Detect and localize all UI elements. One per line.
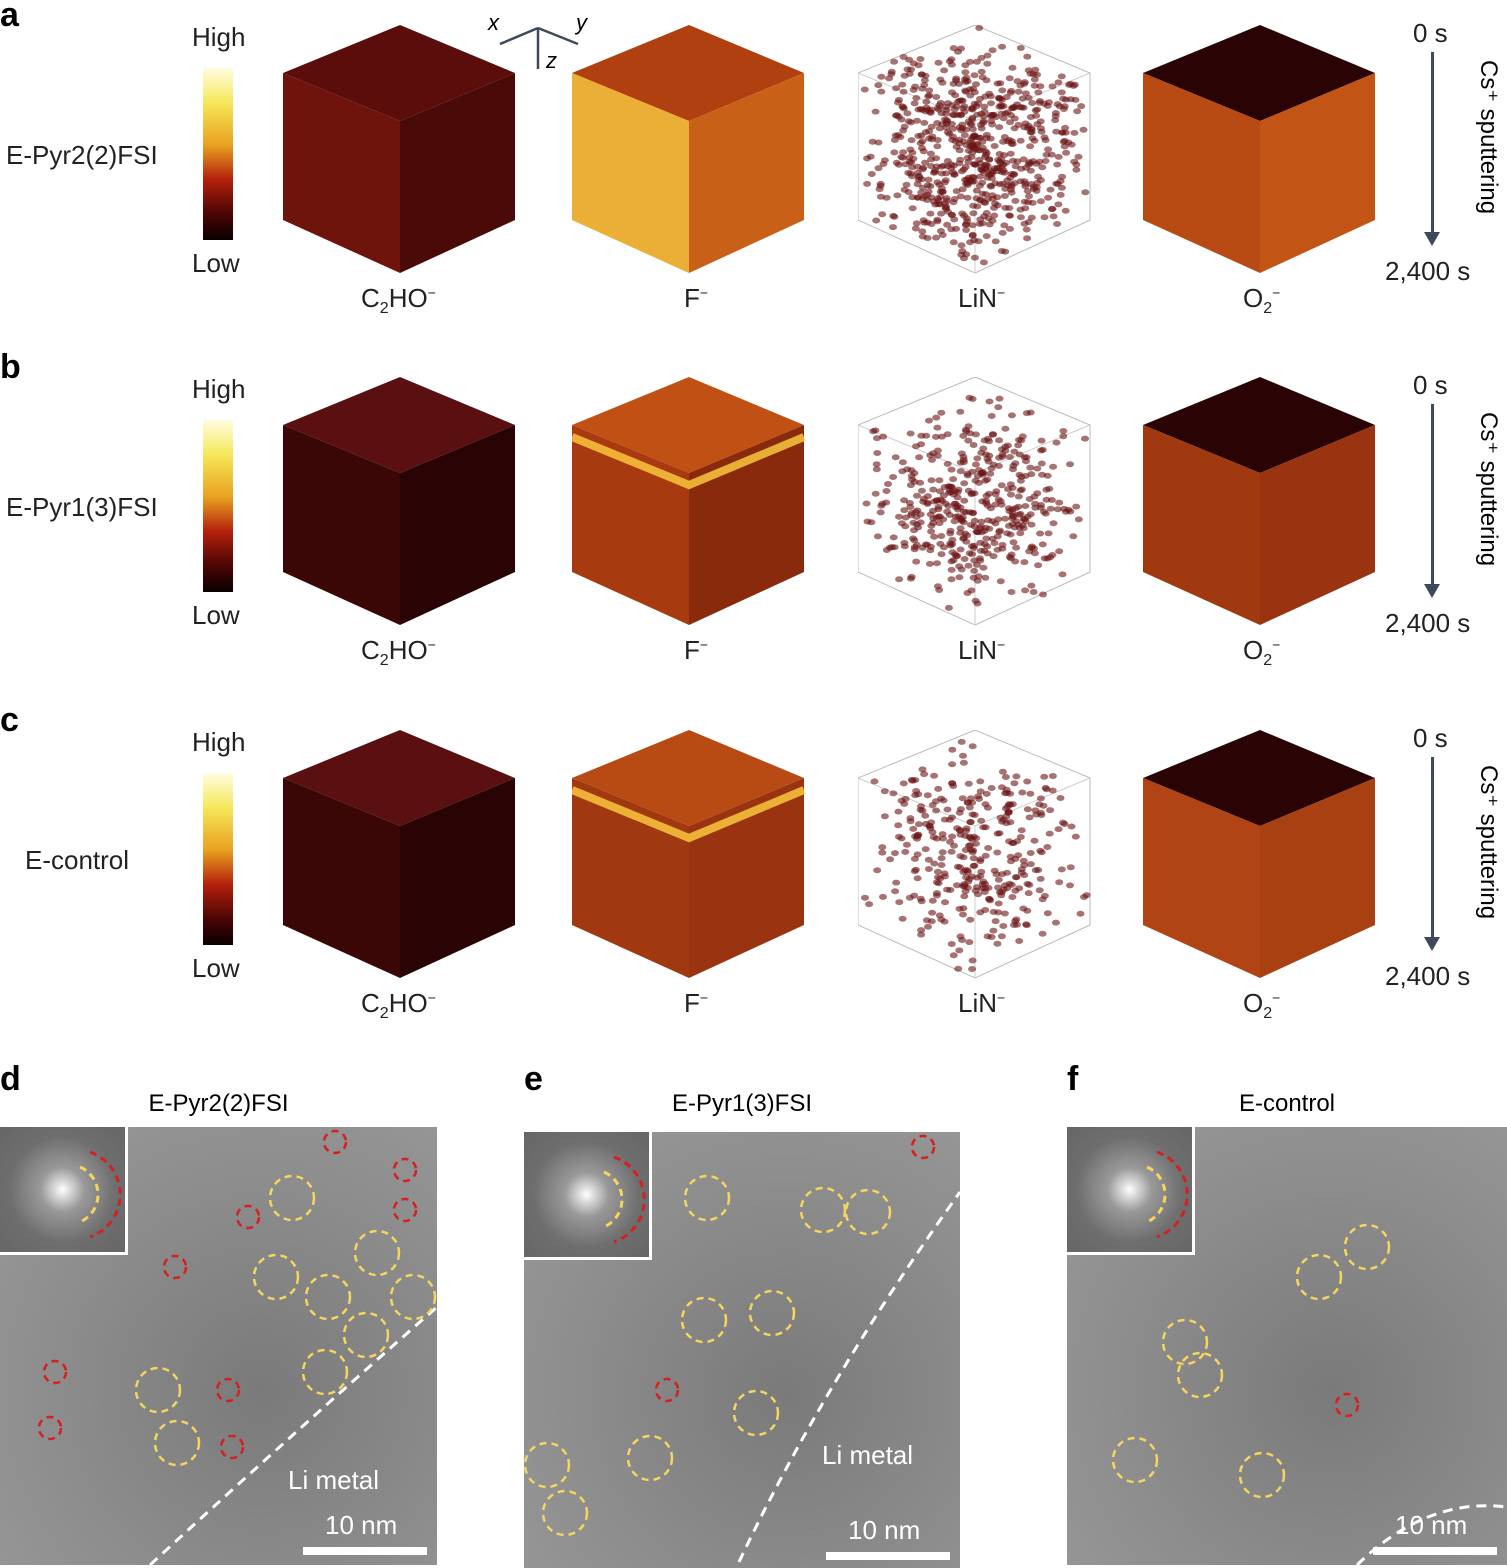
tem-title: E-Pyr1(3)FSI: [524, 1090, 960, 1118]
tof-sims-3d-cube: [1143, 377, 1378, 627]
time-start: 0 s: [1413, 723, 1448, 754]
colorbar-low: Low: [192, 248, 240, 279]
scale-bar: [303, 1547, 427, 1555]
li-metal-label: Li metal: [288, 1465, 379, 1496]
sputtering-arrow: [1431, 757, 1434, 947]
tof-sims-3d-cube: [283, 377, 518, 627]
time-end: 2,400 s: [1385, 608, 1470, 639]
li-metal-label: Li metal: [822, 1440, 913, 1471]
tof-sims-3d-cube: [572, 377, 807, 627]
panel-label: a: [0, 0, 19, 35]
colorbar: [203, 773, 233, 945]
species-label: F−: [684, 988, 708, 1023]
sputtering-label: Cs⁺ sputtering: [1474, 412, 1503, 566]
species-label: F−: [684, 635, 708, 670]
colorbar-low: Low: [192, 953, 240, 984]
colorbar-high: High: [192, 727, 245, 758]
panel-label: b: [0, 348, 21, 387]
species-label: C2HO−: [361, 635, 436, 670]
species-label: O2−: [1243, 988, 1280, 1023]
tof-sims-3d-cube: [1143, 730, 1378, 980]
sputtering-label: Cs⁺ sputtering: [1474, 60, 1503, 214]
time-start: 0 s: [1413, 370, 1448, 401]
panel-label: c: [0, 701, 19, 740]
sample-label: E-Pyr1(3)FSI: [6, 492, 158, 523]
tof-sims-3d-cube: [858, 25, 1093, 275]
tof-sims-3d-cube: [858, 730, 1093, 980]
scale-bar-label: 10 nm: [1395, 1510, 1467, 1541]
axes-indicator: xyz: [488, 14, 588, 74]
colorbar-high: High: [192, 22, 245, 53]
species-label: C2HO−: [361, 283, 436, 318]
figure: a E-Pyr2(2)FSI High Low C2HO− F− LiN− O2− 0 s 2,4…: [0, 0, 1507, 1568]
sample-label: E-control: [25, 845, 129, 876]
colorbar: [203, 68, 233, 240]
species-label: C2HO−: [361, 988, 436, 1023]
species-label: LiN−: [958, 988, 1005, 1023]
tem-image: Li metal 10 nm: [0, 1127, 437, 1565]
z-axis-label: z: [546, 48, 557, 74]
tof-sims-3d-cube: [572, 730, 807, 980]
scale-bar: [826, 1552, 950, 1560]
tof-sims-3d-cube: [283, 25, 518, 275]
species-label: LiN−: [958, 283, 1005, 318]
x-axis-label: x: [488, 10, 499, 36]
sputtering-arrow: [1431, 52, 1434, 242]
tem-title: E-control: [1067, 1090, 1507, 1118]
scale-bar-label: 10 nm: [325, 1510, 397, 1541]
species-label: O2−: [1243, 635, 1280, 670]
species-label: F−: [684, 283, 708, 318]
time-end: 2,400 s: [1385, 961, 1470, 992]
tof-sims-3d-cube: [858, 377, 1093, 627]
y-axis-label: y: [576, 10, 587, 36]
scale-bar-label: 10 nm: [848, 1515, 920, 1546]
tem-image: Li metal 10 nm: [524, 1132, 960, 1568]
sputtering-arrow: [1431, 404, 1434, 594]
colorbar-low: Low: [192, 600, 240, 631]
colorbar: [203, 420, 233, 592]
scale-bar: [1373, 1547, 1497, 1555]
sample-label: E-Pyr2(2)FSI: [6, 140, 158, 171]
time-end: 2,400 s: [1385, 256, 1470, 287]
tem-title: E-Pyr2(2)FSI: [0, 1090, 437, 1118]
tof-sims-3d-cube: [283, 730, 518, 980]
tof-sims-3d-cube: [1143, 25, 1378, 275]
tof-sims-3d-cube: [572, 25, 807, 275]
sputtering-label: Cs⁺ sputtering: [1474, 765, 1503, 919]
time-start: 0 s: [1413, 18, 1448, 49]
species-label: O2−: [1243, 283, 1280, 318]
colorbar-high: High: [192, 374, 245, 405]
tem-image: 10 nm: [1067, 1127, 1507, 1565]
species-label: LiN−: [958, 635, 1005, 670]
